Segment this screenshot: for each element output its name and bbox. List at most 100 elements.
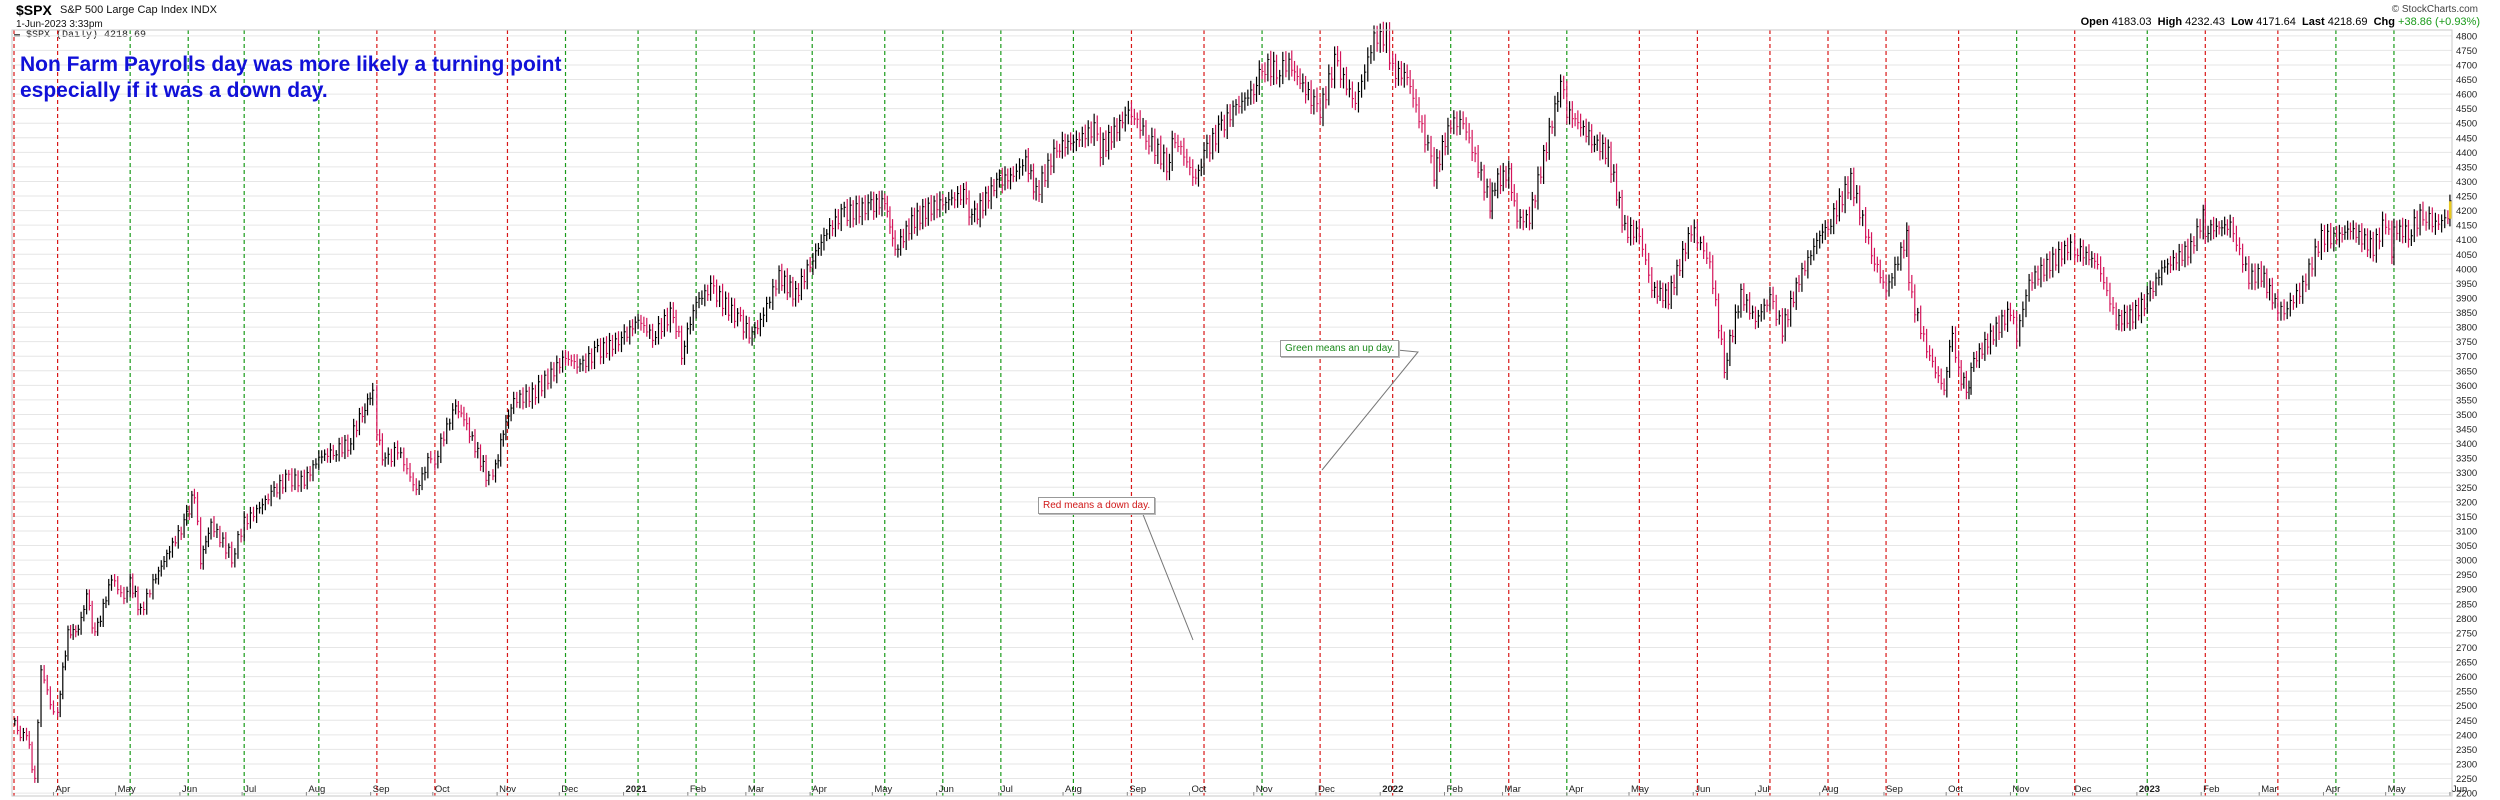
y-tick-label: 3100: [2456, 526, 2477, 537]
y-tick-label: 2750: [2456, 628, 2477, 639]
y-tick-label: 3250: [2456, 483, 2477, 494]
y-tick-label: 2300: [2456, 759, 2477, 770]
x-tick-label: May: [2388, 784, 2406, 795]
y-tick-label: 3850: [2456, 308, 2477, 319]
green-callout: Green means an up day.: [1280, 340, 1400, 357]
x-tick-label: Sep: [373, 784, 390, 795]
y-tick-label: 3300: [2456, 468, 2477, 479]
x-tick-label: Aug: [1065, 784, 1082, 795]
y-tick-label: 3800: [2456, 323, 2477, 334]
exchange-label: INDX: [190, 4, 217, 16]
ohlc-readout: Open 4183.03 High 4232.43 Low 4171.64 La…: [2081, 16, 2480, 28]
open-value: 4183.03: [2111, 16, 2152, 28]
x-tick-label: 2023: [2139, 784, 2160, 795]
y-axis: 2200 2250 2300 2350 2400 2450 2500 2550 2600 2650…: [2456, 31, 2477, 799]
y-tick-label: 3400: [2456, 439, 2477, 450]
last-value: 4218.69: [2327, 16, 2368, 28]
x-tick-label: Apr: [1569, 784, 1584, 795]
payroll-day-lines: [13, 30, 2395, 796]
x-tick-label: Mar: [2261, 784, 2277, 795]
y-tick-label: 3900: [2456, 293, 2477, 304]
low-label: Low: [2231, 16, 2254, 28]
y-tick-label: 3200: [2456, 497, 2477, 508]
index-name: S&P 500 Large Cap Index INDX: [60, 4, 217, 16]
y-tick-label: 2250: [2456, 774, 2477, 785]
y-tick-label: 2700: [2456, 643, 2477, 654]
y-tick-label: 3550: [2456, 395, 2477, 406]
x-tick-label: Feb: [690, 784, 706, 795]
y-tick-label: 2850: [2456, 599, 2477, 610]
y-tick-label: 2500: [2456, 701, 2477, 712]
stockcharts-watermark: © StockCharts.com: [2391, 4, 2478, 15]
open-label: Open: [2080, 16, 2109, 28]
x-tick-label: Feb: [2203, 784, 2219, 795]
y-tick-label: 3650: [2456, 366, 2477, 377]
last-label: Last: [2302, 16, 2325, 28]
x-tick-label: May: [1631, 784, 1649, 795]
x-tick-label: Nov: [499, 784, 516, 795]
symbol-label: $SPX: [16, 2, 52, 18]
green-callout-pointer: [1321, 347, 1419, 471]
x-tick-label: Dec: [2075, 784, 2092, 795]
y-tick-label: 3750: [2456, 337, 2477, 348]
y-tick-label: 4550: [2456, 104, 2477, 115]
x-tick-label: Feb: [1446, 784, 1462, 795]
x-tick-label: Aug: [308, 784, 325, 795]
y-tick-label: 3350: [2456, 454, 2477, 465]
y-tick-label: 4350: [2456, 162, 2477, 173]
y-tick-label: 4400: [2456, 148, 2477, 159]
timestamp: 1-Jun-2023 3:33pm: [16, 19, 103, 30]
last-bar-highlight: [2448, 201, 2452, 219]
y-tick-label: 2350: [2456, 745, 2477, 756]
x-tick-label: Jul: [1757, 784, 1769, 795]
annotation-note-line2: especially if it was a down day.: [20, 79, 328, 102]
y-tick-label: 3000: [2456, 556, 2477, 567]
x-tick-label: Oct: [1948, 784, 1963, 795]
chg-label: Chg: [2373, 16, 2395, 28]
y-tick-label: 4150: [2456, 221, 2477, 232]
y-tick-label: 3700: [2456, 352, 2477, 363]
x-tick-label: Dec: [1318, 784, 1335, 795]
y-tick-label: 2200: [2456, 789, 2477, 800]
x-tick-label: Jun: [2452, 784, 2467, 795]
y-tick-label: 4000: [2456, 264, 2477, 275]
x-tick-label: Jun: [182, 784, 197, 795]
y-tick-label: 4100: [2456, 235, 2477, 246]
x-tick-label: 2021: [626, 784, 648, 795]
y-tick-label: 4500: [2456, 119, 2477, 130]
y-tick-label: 2650: [2456, 658, 2477, 669]
x-tick-label: Oct: [1192, 784, 1207, 795]
red-callout-pointer: [1134, 504, 1194, 641]
y-tick-label: 3150: [2456, 512, 2477, 523]
y-tick-label: 4450: [2456, 133, 2477, 144]
y-tick-label: 2400: [2456, 730, 2477, 741]
low-value: 4171.64: [2256, 16, 2296, 28]
y-tick-label: 4050: [2456, 250, 2477, 261]
x-tick-label: Sep: [1129, 784, 1146, 795]
annotation-note: Non Farm Payrolls day was more likely a …: [20, 52, 561, 104]
x-tick-label: Nov: [1256, 784, 1273, 795]
y-tick-label: 2800: [2456, 614, 2477, 625]
x-tick-label: Jun: [1695, 784, 1710, 795]
y-tick-label: 4650: [2456, 75, 2477, 86]
x-tick-label: Oct: [435, 784, 450, 795]
y-tick-label: 3950: [2456, 279, 2477, 290]
x-tick-label: Jul: [1001, 784, 1013, 795]
x-tick-label: Mar: [748, 784, 764, 795]
x-axis: Apr May Jun Jul Aug Sep Oct Nov Dec 2021 Feb Mar Apr…: [52, 784, 2467, 796]
x-tick-label: May: [118, 784, 136, 795]
chg-value: +38.86 (+0.93%): [2398, 16, 2480, 28]
y-tick-label: 4250: [2456, 192, 2477, 203]
grid-lines: [12, 35, 2452, 794]
y-tick-label: 4750: [2456, 46, 2477, 57]
y-tick-label: 2550: [2456, 687, 2477, 698]
index-name-text: S&P 500 Large Cap Index: [60, 4, 188, 16]
x-tick-label: Mar: [1505, 784, 1521, 795]
x-tick-label: Nov: [2012, 784, 2029, 795]
callout-pointers: [1134, 347, 1419, 641]
y-tick-label: 2450: [2456, 716, 2477, 727]
chart-header: $SPX S&P 500 Large Cap Index INDX 1-Jun-…: [16, 2, 2480, 36]
x-tick-label: Jul: [244, 784, 256, 795]
y-tick-label: 3600: [2456, 381, 2477, 392]
